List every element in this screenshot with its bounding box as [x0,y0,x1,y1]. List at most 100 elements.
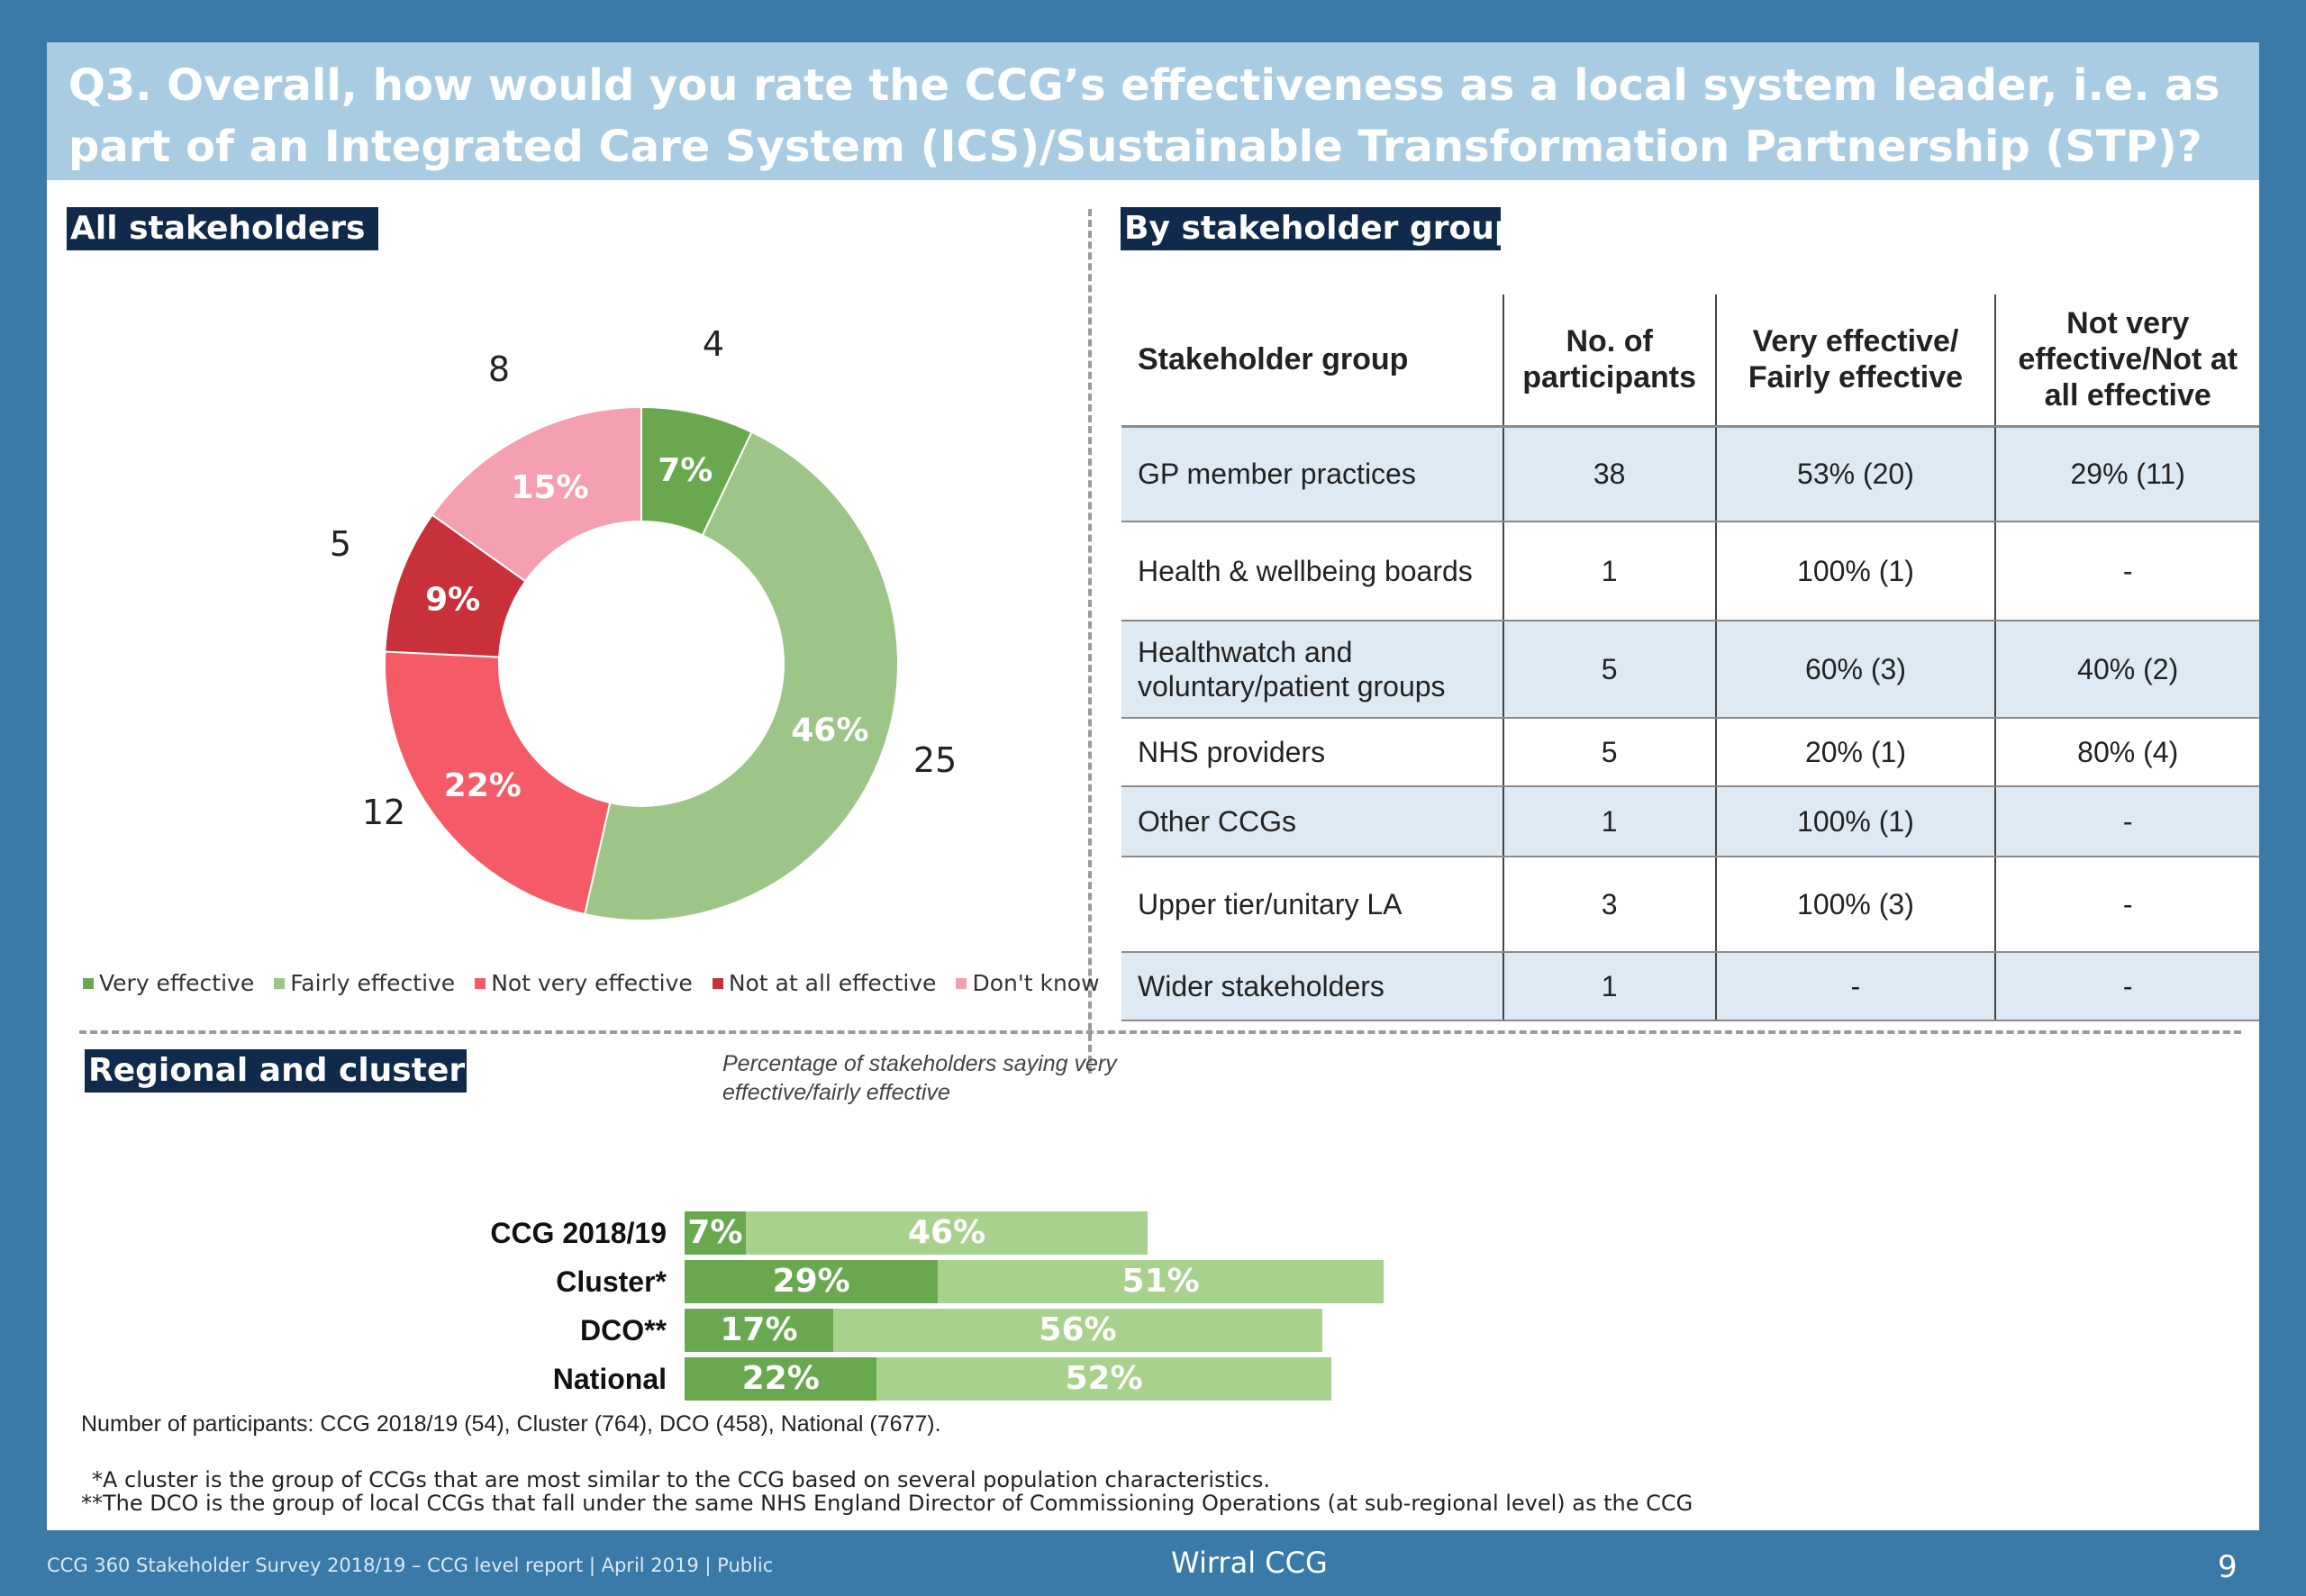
table-cell: 40% (2) [1994,621,2259,719]
table-row: GP member practices 38 53% (20) 29% (11) [1121,426,2259,522]
table-cell: - [1994,521,2259,621]
table-cell: Wider stakeholders [1121,952,1503,1021]
legend-label: Not at all effective [728,970,937,996]
table-cell: NHS providers [1121,718,1503,787]
donut-slice-don-t-know [431,405,642,583]
donut-pct-label: 9% [425,582,480,619]
col-effective: Very effective/ Fairly effective [1714,295,1996,428]
legend-label: Don't know [972,970,1100,996]
title-band: Q3. Overall, how would you rate the CCG’… [47,42,2259,180]
bar-fairly-effective: 51% [938,1260,1384,1303]
bar-very-effective: 7% [685,1211,746,1255]
table-cell: 38 [1502,426,1716,522]
col-participants: No. of participants [1502,295,1716,428]
donut-count-label: 12 [362,793,405,832]
table-cell: 20% (1) [1714,718,1996,787]
dco-note: **The DCO is the group of local CCGs tha… [81,1491,1693,1516]
table-row: Wider stakeholders 1- - [1121,952,2259,1021]
table-cell: 1 [1502,952,1716,1021]
cluster-note: *A cluster is the group of CCGs that are… [92,1467,1270,1492]
table-cell: 1 [1502,521,1716,621]
legend-swatch [712,977,723,989]
donut-pct-label: 7% [658,452,713,489]
table-cell: 80% (4) [1994,718,2259,787]
section-by-stakeholder-group: By stakeholder group [1121,207,1518,250]
bar-category-label: CCG 2018/19 [490,1217,667,1249]
bar-row: DCO** 17% 56% [425,1309,1866,1352]
stakeholder-table-wrap: Stakeholder group No. of participants Ve… [1121,295,2259,1021]
slide: Q3. Overall, how would you rate the CCG’… [47,42,2259,1530]
legend-item: Not at all effective [712,970,937,996]
legend-item: Very effective [83,970,254,996]
legend-item: Don't know [956,970,1100,996]
participants-note: Number of participants: CCG 2018/19 (54)… [81,1411,941,1437]
legend-label: Not very effective [491,970,693,996]
donut-pct-label: 22% [444,767,522,804]
donut-count-label: 4 [703,324,724,364]
table-cell: 100% (1) [1714,521,1996,621]
table-cell: - [1994,952,2259,1021]
bar-row: National 22% 52% [425,1357,1866,1401]
table-cell: Healthwatch and voluntary/patient groups [1121,621,1503,719]
table-header-row: Stakeholder group No. of participants Ve… [1121,295,2259,428]
donut-pct-label: 46% [791,712,868,748]
legend-item: Fairly effective [274,970,455,996]
table-row: Healthwatch and voluntary/patient groups… [1121,621,2259,719]
table-cell: - [1994,857,2259,953]
bar-category-label: DCO** [579,1314,667,1347]
table-cell: 100% (1) [1714,786,1996,857]
donut-count-label: 5 [330,524,351,564]
table-cell: 60% (3) [1714,621,1996,719]
bar-row: CCG 2018/19 7% 46% [425,1211,1866,1255]
regional-subtitle: Percentage of stakeholders saying very e… [722,1051,1117,1105]
donut-slice-not-very-effective [384,650,612,916]
donut-slice-fairly-effective [584,431,899,921]
legend-label: Very effective [99,970,255,996]
table-body: GP member practices 38 53% (20) 29% (11) Hea… [1121,426,2259,1021]
table-cell: Upper tier/unitary LA [1121,857,1503,953]
legend-swatch [956,977,967,989]
bar-very-effective: 29% [685,1260,939,1303]
bar-very-effective: 17% [685,1309,833,1352]
table-cell: 3 [1502,857,1716,953]
bar-category-label: Cluster* [556,1265,667,1298]
legend-swatch [83,977,94,989]
regional-bar-chart: CCG 2018/19 7% 46% Cluster* 29% 51% DCO** 17% 56… [425,1168,1866,1420]
donut-count-label: 25 [913,740,957,780]
table-cell: 1 [1502,786,1716,857]
bar-fairly-effective: 56% [832,1309,1323,1352]
table-row: Upper tier/unitary LA 3 100% (3) - [1121,857,2259,953]
vertical-divider [1088,209,1092,1074]
legend-swatch [274,977,286,989]
footer-ccg-name: Wirral CCG [1171,1546,1328,1580]
legend-swatch [475,977,486,989]
table-cell: Other CCGs [1121,786,1503,857]
col-not-effective: Not very effective/Not at all effective [1994,295,2259,428]
legend-label: Fairly effective [290,970,456,996]
table-row: NHS providers 5 20% (1) 80% (4) [1121,718,2259,787]
legend-item: Not very effective [475,970,693,996]
donut-count-label: 8 [488,349,510,389]
table-cell: 5 [1502,718,1716,787]
table-cell: - [1994,786,2259,857]
table-cell: GP member practices [1121,426,1503,522]
section-all-stakeholders: All stakeholders [67,207,378,250]
table-row: Health & wellbeing boards 1 100% (1) - [1121,521,2259,621]
stakeholder-table: Stakeholder group No. of participants Ve… [1121,295,2259,1021]
col-stakeholder-group: Stakeholder group [1121,295,1503,428]
bar-row: Cluster* 29% 51% [425,1260,1866,1303]
donut-legend: Very effective Fairly effective Not very e… [83,970,1100,996]
donut-chart: 7% 4 46% 25 22% 12 9% 5 15% 8 [330,324,957,921]
table-row: Other CCGs 1 100% (1) - [1121,786,2259,857]
bar-fairly-effective: 52% [876,1357,1331,1401]
table-cell: 29% (11) [1994,426,2259,522]
page-title: Q3. Overall, how would you rate the CCG’… [68,60,2220,172]
table-cell: Health & wellbeing boards [1121,521,1503,621]
table-cell: 100% (3) [1714,857,1996,953]
bar-fairly-effective: 46% [745,1211,1148,1255]
bar-category-label: National [552,1363,667,1395]
table-cell: - [1714,952,1996,1021]
bar-very-effective: 22% [685,1357,877,1401]
table-cell: 53% (20) [1714,426,1996,522]
table-cell: 5 [1502,621,1716,719]
